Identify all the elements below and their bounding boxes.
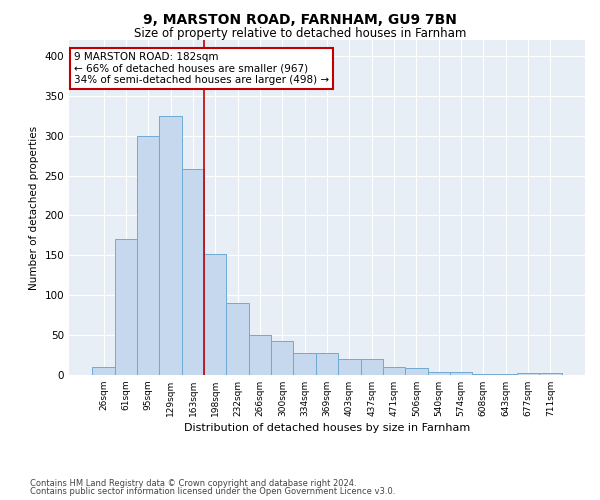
Bar xyxy=(405,368,428,375)
Bar xyxy=(271,340,293,375)
Bar xyxy=(338,359,361,375)
Y-axis label: Number of detached properties: Number of detached properties xyxy=(29,126,39,290)
Bar xyxy=(160,116,182,375)
Bar xyxy=(204,254,226,375)
Bar xyxy=(517,372,539,375)
Bar xyxy=(182,169,204,375)
Bar xyxy=(450,372,472,375)
Bar xyxy=(494,374,517,375)
Bar xyxy=(115,240,137,375)
Bar xyxy=(226,303,249,375)
Bar xyxy=(383,367,405,375)
Bar xyxy=(249,335,271,375)
Bar xyxy=(293,354,316,375)
Text: 9, MARSTON ROAD, FARNHAM, GU9 7BN: 9, MARSTON ROAD, FARNHAM, GU9 7BN xyxy=(143,12,457,26)
Text: Contains HM Land Registry data © Crown copyright and database right 2024.: Contains HM Land Registry data © Crown c… xyxy=(30,478,356,488)
Text: 9 MARSTON ROAD: 182sqm
← 66% of detached houses are smaller (967)
34% of semi-de: 9 MARSTON ROAD: 182sqm ← 66% of detached… xyxy=(74,52,329,85)
Bar xyxy=(361,359,383,375)
Bar xyxy=(137,136,160,375)
Bar xyxy=(428,372,450,375)
Text: Size of property relative to detached houses in Farnham: Size of property relative to detached ho… xyxy=(134,28,466,40)
Text: Contains public sector information licensed under the Open Government Licence v3: Contains public sector information licen… xyxy=(30,487,395,496)
Bar xyxy=(539,372,562,375)
X-axis label: Distribution of detached houses by size in Farnham: Distribution of detached houses by size … xyxy=(184,423,470,433)
Bar xyxy=(92,367,115,375)
Bar xyxy=(472,374,494,375)
Bar xyxy=(316,354,338,375)
